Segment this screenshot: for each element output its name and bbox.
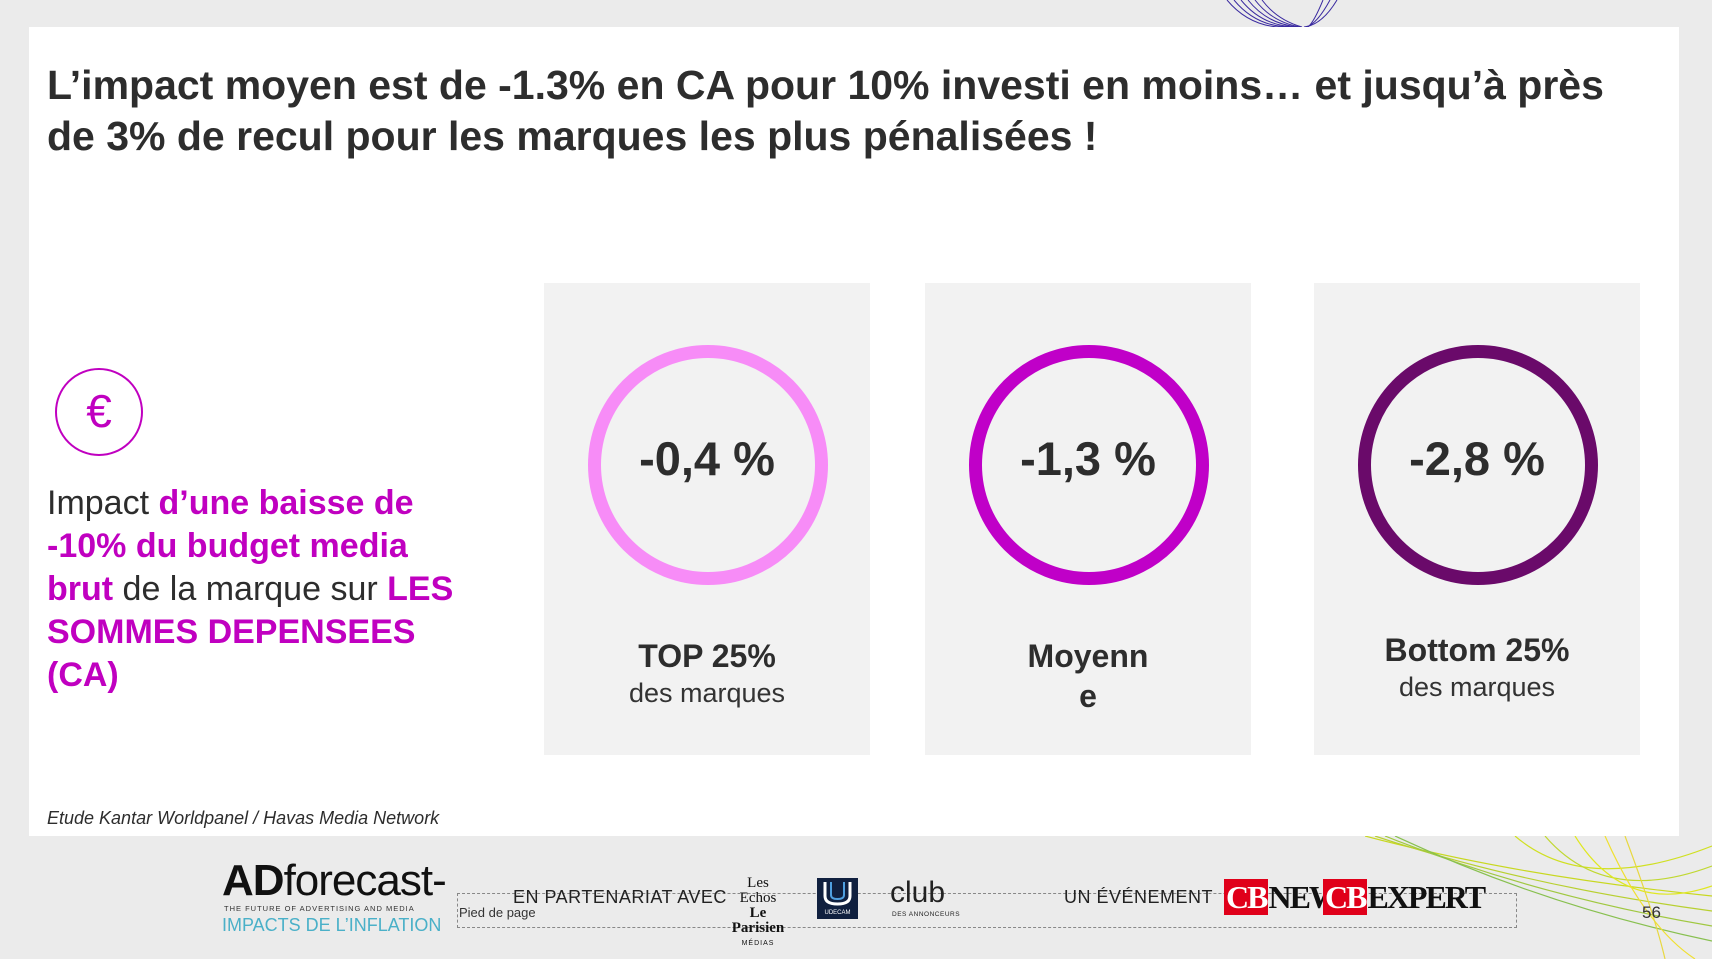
label-moyenne-line2: e	[1079, 678, 1097, 714]
footer-placeholder-text: Pied de page	[459, 905, 536, 920]
euro-icon: €	[55, 368, 143, 456]
udecam-text: UDECAM	[824, 910, 851, 916]
partner-label: EN PARTENARIAT AVEC	[513, 887, 727, 907]
event-label: UN ÉVÉNEMENT	[1064, 887, 1214, 907]
udecam-mark-icon	[823, 882, 852, 906]
cbexpert-cb: CB	[1323, 879, 1367, 915]
club-subtitle: DES ANNONCEURS	[892, 911, 961, 918]
card-top-25: -0,4 % TOP 25% des marques	[544, 283, 870, 755]
label-top-25: TOP 25%	[638, 638, 776, 674]
label-moyenne-line1: Moyenn	[1027, 638, 1149, 674]
label-bottom-25: Bottom 25%	[1384, 632, 1570, 668]
lesechos-leparisien-logo: Les Echos Le Parisien MÉDIAS	[728, 876, 788, 951]
adforecast-logo-ad: AD	[222, 856, 285, 905]
sublabel-bottom-25: des marques	[1398, 672, 1556, 702]
decorative-lines-top	[1226, 0, 1338, 27]
cbexpert-logo: CBEXPERT	[1323, 878, 1486, 916]
impact-middle: de la marque sur	[113, 570, 388, 608]
udecam-logo: UDECAM	[817, 878, 858, 919]
value-top-25: -0,4 %	[639, 432, 775, 485]
cbexpert-expert: EXPERT	[1367, 879, 1486, 915]
medias-text: MÉDIAS	[741, 940, 775, 947]
lesechos-text: Les Echos	[739, 875, 777, 906]
source-note: Etude Kantar Worldpanel / Havas Media Ne…	[47, 808, 440, 828]
footer-placeholder-box	[457, 893, 1517, 928]
value-moyenne: -1,3 %	[1020, 432, 1156, 485]
adforecast-subtitle: IMPACTS DE L’INFLATION	[222, 915, 442, 935]
impact-highlight-budget: d’une baisse de -10% du budget media bru…	[47, 484, 414, 608]
card-moyenne: -1,3 % Moyenn e	[925, 283, 1251, 755]
adforecast-tagline: THE FUTURE OF ADVERTISING AND MEDIA	[224, 904, 415, 913]
club-logo: club	[890, 876, 946, 909]
leparisien-text: Le Parisien	[731, 905, 785, 936]
card-bottom-25: -2,8 % Bottom 25% des marques	[1314, 283, 1640, 755]
impact-highlight-ca: LES SOMMES DEPENSEES (CA)	[47, 570, 454, 694]
impact-description: Impact d’une baisse de -10% du budget me…	[47, 482, 457, 697]
page-number: 56	[1642, 903, 1661, 922]
adforecast-logo-forecast: forecast-	[283, 856, 447, 905]
cbnews-cb: CB	[1224, 879, 1268, 915]
slide-title: L’impact moyen est de -1.3% en CA pour 1…	[47, 62, 1604, 159]
impact-prefix: Impact	[47, 484, 159, 522]
adforecast-logo: ADforecast-	[222, 856, 447, 906]
sublabel-top-25: des marques	[628, 678, 786, 708]
decorative-lines-bottom	[1365, 836, 1712, 959]
value-bottom-25: -2,8 %	[1409, 432, 1545, 485]
